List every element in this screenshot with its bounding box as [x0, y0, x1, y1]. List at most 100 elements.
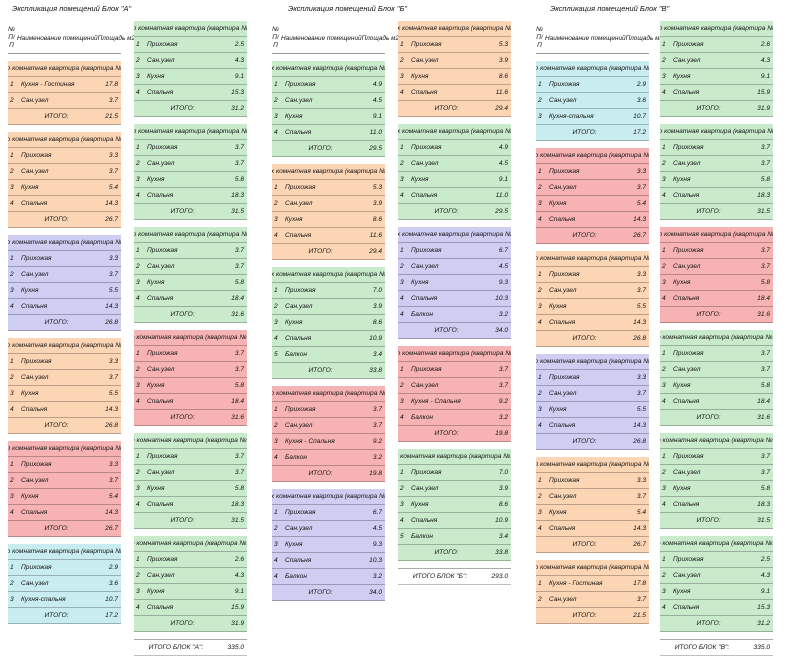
table-row: 1 Прихожая 3.7: [660, 449, 773, 465]
apartment-section: 2-х комнатная квартира (квартира №3) 1 При…: [272, 260, 385, 379]
room-area: 3.4: [372, 351, 382, 358]
section-gap: [398, 442, 511, 449]
room-number: 2: [10, 477, 14, 484]
section-gap: [536, 553, 649, 560]
room-area: 11.6: [495, 89, 508, 96]
apartment-title: 1-о комнатная квартира (квартира №8): [660, 124, 773, 140]
room-number: 1: [538, 374, 542, 381]
header-name-area: Наименование помещений Площадь м2: [543, 23, 663, 53]
room-area: 3.3: [108, 358, 118, 365]
room-number: 2: [274, 422, 278, 429]
apartment-title: 1-о комнатная квартира (квартира №4): [272, 386, 385, 402]
room-area: 6.7: [498, 247, 508, 254]
total-value: 21.5: [105, 113, 118, 120]
room-area: 3.7: [760, 366, 770, 373]
room-name: Балкон: [411, 311, 434, 318]
apartment-title: 1-о комнатная квартира (квартира №2): [8, 132, 121, 148]
table-row: 3 Кухня 5.8: [134, 378, 247, 394]
room-area: 3.7: [108, 168, 118, 175]
apartment-title: 1-о комнатная квартира (квартира №4): [536, 354, 649, 370]
room-name: Прихожая: [673, 556, 704, 563]
section-gap: [536, 244, 649, 251]
room-area: 5.8: [760, 279, 770, 286]
total-label: ИТОГО:: [434, 208, 459, 215]
table-row: 4 Спальня 10.3: [272, 553, 385, 569]
table-row: 1 Прихожая 2.9: [536, 77, 649, 93]
room-number: 3: [662, 588, 666, 595]
section-gap: [398, 561, 511, 568]
room-number: 4: [274, 232, 278, 239]
total-value: 31.6: [231, 414, 244, 421]
room-area: 9.3: [498, 279, 508, 286]
apartment-section: 1-о комнатная квартира (квартира №3) 1 При…: [8, 228, 121, 331]
room-name: Кухня: [673, 73, 691, 80]
room-name: Сан.узел: [549, 184, 577, 191]
apartment-total-row: ИТОГО: 26.7: [8, 521, 121, 537]
apartment-total-row: ИТОГО: 17.2: [8, 608, 121, 624]
room-number: 2: [10, 168, 14, 175]
table-row: 1 Прихожая 4.9: [272, 77, 385, 93]
apartment-title: 2-х комнатная квартира (квартира №10): [398, 449, 511, 465]
room-name: Спальня: [147, 501, 174, 508]
room-area: 5.3: [498, 41, 508, 48]
table-row: 1 Прихожая 3.7: [134, 449, 247, 465]
apartment-total-row: ИТОГО: 31.5: [660, 513, 773, 529]
apartment-title: 1-о комнатная квартира (квартира №4): [8, 338, 121, 354]
room-area: 4.5: [372, 97, 382, 104]
total-value: 31.6: [757, 311, 770, 318]
table-row: 4 Спальня 11.0: [272, 125, 385, 141]
room-name: Сан.узел: [549, 287, 577, 294]
table-row: 1 Прихожая 3.7: [134, 346, 247, 362]
room-area: 3.7: [234, 144, 244, 151]
table-row: 2 Сан.узел 3.7: [536, 283, 649, 299]
room-area: 3.7: [234, 350, 244, 357]
room-area: 3.3: [108, 152, 118, 159]
table-row: 3 Кухня 9.1: [134, 584, 247, 600]
room-name: Кухня: [147, 176, 165, 183]
room-name: Спальня: [285, 557, 312, 564]
room-name: Балкон: [285, 573, 308, 580]
table-row: 2 Сан.узел 3.7: [8, 164, 121, 180]
table-row: 4 Спальня 18.3: [660, 188, 773, 204]
table-row: 4 Спальня 10.9: [398, 513, 511, 529]
section-gap: [272, 157, 385, 164]
room-number: 4: [136, 398, 140, 405]
room-number: 2: [136, 469, 140, 476]
room-name: Сан.узел: [21, 168, 49, 175]
room-number: 3: [538, 113, 542, 120]
room-name: Прихожая: [673, 453, 704, 460]
total-label: ИТОГО:: [696, 517, 721, 524]
room-area: 4.3: [234, 572, 244, 579]
table-row: 2 Сан.узел 3.7: [398, 378, 511, 394]
table-row: 3 Кухня 8.6: [272, 212, 385, 228]
table-row: 3 Кухня 9.1: [398, 172, 511, 188]
table-row: 3 Кухня 9.3: [398, 275, 511, 291]
room-name: Спальня: [147, 398, 174, 405]
table-row: 1 Прихожая 3.3: [536, 473, 649, 489]
table-row: 2 Сан.узел 4.5: [272, 521, 385, 537]
room-name: Спальня: [411, 89, 438, 96]
room-area: 3.7: [372, 406, 382, 413]
room-area: 3.7: [760, 263, 770, 270]
room-area: 3.6: [108, 580, 118, 587]
total-label: ИТОГО:: [308, 145, 333, 152]
room-number: 1: [662, 144, 666, 151]
apartment-total-row: ИТОГО: 29.4: [398, 101, 511, 117]
table-row: 1 Прихожая 3.7: [134, 243, 247, 259]
room-area: 15.3: [231, 89, 244, 96]
room-name: Прихожая: [673, 144, 704, 151]
room-area: 3.3: [636, 374, 646, 381]
room-name: Спальня: [673, 398, 700, 405]
room-name: Сан.узел: [411, 485, 439, 492]
table-row: 3 Кухня 5.4: [8, 180, 121, 196]
room-name: Прихожая: [147, 41, 178, 48]
apartment-section: 2-х комнатная квартира (квартира №5) 1 При…: [272, 482, 385, 601]
table-row: 2 Сан.узел 3.7: [134, 156, 247, 172]
grand-total-label: ИТОГО БЛОК "В":: [674, 644, 730, 651]
table-row: 1 Прихожая 2.9: [8, 560, 121, 576]
table-row: 4 Спальня 14.3: [536, 418, 649, 434]
room-area: 3.3: [636, 168, 646, 175]
room-area: 18.4: [757, 295, 770, 302]
room-name: Спальня: [411, 192, 438, 199]
table-row: 4 Спальня 14.3: [536, 521, 649, 537]
